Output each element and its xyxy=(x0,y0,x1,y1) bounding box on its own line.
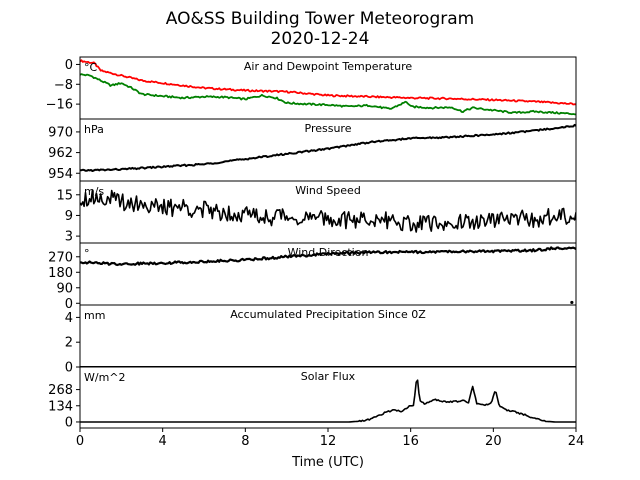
panel-title: Accumulated Precipitation Since 0Z xyxy=(230,308,426,321)
panel-5: 0 2 4 mm Accumulated Precipitation Since 0Z xyxy=(65,304,577,376)
y-tick-label: 90 xyxy=(56,281,73,296)
panel-unit-label: °C xyxy=(84,61,98,74)
x-axis: 0 4 8 12 16 20 24 xyxy=(76,428,584,449)
panel-2: 954 962 970 hPa Pressure xyxy=(48,118,577,182)
y-tick-label: 0 xyxy=(65,361,73,376)
y-tick-label: 180 xyxy=(48,266,73,281)
x-tick-label: 20 xyxy=(485,434,502,449)
panel-title: Air and Dewpoint Temperature xyxy=(244,60,412,73)
panel-unit-label: mm xyxy=(84,309,105,322)
series-line xyxy=(80,59,576,106)
y-tick-label: 3 xyxy=(65,230,73,245)
y-tick-label: 134 xyxy=(48,399,73,414)
panel-title: Wind Speed xyxy=(295,184,361,197)
y-tick-label: 9 xyxy=(65,209,73,224)
figure-date: 2020-12-24 xyxy=(271,29,370,49)
y-tick-label: 962 xyxy=(48,146,73,161)
y-tick-label: 0 xyxy=(65,58,73,73)
y-tick-label: −16 xyxy=(46,98,73,113)
x-tick-label: 12 xyxy=(320,434,337,449)
y-tick-label: 268 xyxy=(48,383,73,398)
panel-unit-label: m/s xyxy=(84,185,104,198)
y-tick-label: 15 xyxy=(56,188,73,203)
series-line xyxy=(80,123,576,172)
panel-unit-label: W/m^2 xyxy=(84,371,126,384)
panel-title: Wind Direction xyxy=(288,246,369,259)
x-tick-label: 0 xyxy=(76,434,84,449)
x-tick-label: 24 xyxy=(568,434,585,449)
x-tick-label: 4 xyxy=(159,434,167,449)
series-line xyxy=(80,73,576,116)
figure-title: AO&SS Building Tower Meteorogram xyxy=(166,9,474,29)
y-tick-label: 0 xyxy=(65,297,73,312)
panel-3: 3 9 15 m/s Wind Speed xyxy=(56,180,577,245)
y-tick-label: 0 xyxy=(65,415,73,430)
panel-title: Pressure xyxy=(305,122,352,135)
y-tick-label: 4 xyxy=(65,311,73,326)
wind-direction-outlier xyxy=(570,300,574,305)
y-tick-label: 970 xyxy=(48,125,73,140)
x-tick-label: 8 xyxy=(241,434,249,449)
y-tick-label: −8 xyxy=(54,78,73,93)
series-line xyxy=(80,379,576,423)
series-line xyxy=(80,246,576,267)
series-line xyxy=(80,189,576,233)
panel-1: −16 −8 0 °C Air and Dewpoint Temperature xyxy=(46,56,577,120)
panel-unit-label: hPa xyxy=(84,123,104,136)
panel-unit-label: ° xyxy=(84,247,90,260)
x-axis-label: Time (UTC) xyxy=(291,455,364,470)
x-tick-label: 16 xyxy=(402,434,419,449)
panel-stack: −16−80 °C Air and Dewpoint Temperature9549… xyxy=(46,56,577,430)
y-tick-label: 954 xyxy=(48,167,73,182)
panel-title: Solar Flux xyxy=(301,370,356,383)
y-tick-label: 2 xyxy=(65,336,73,351)
y-tick-label: 270 xyxy=(48,250,73,265)
